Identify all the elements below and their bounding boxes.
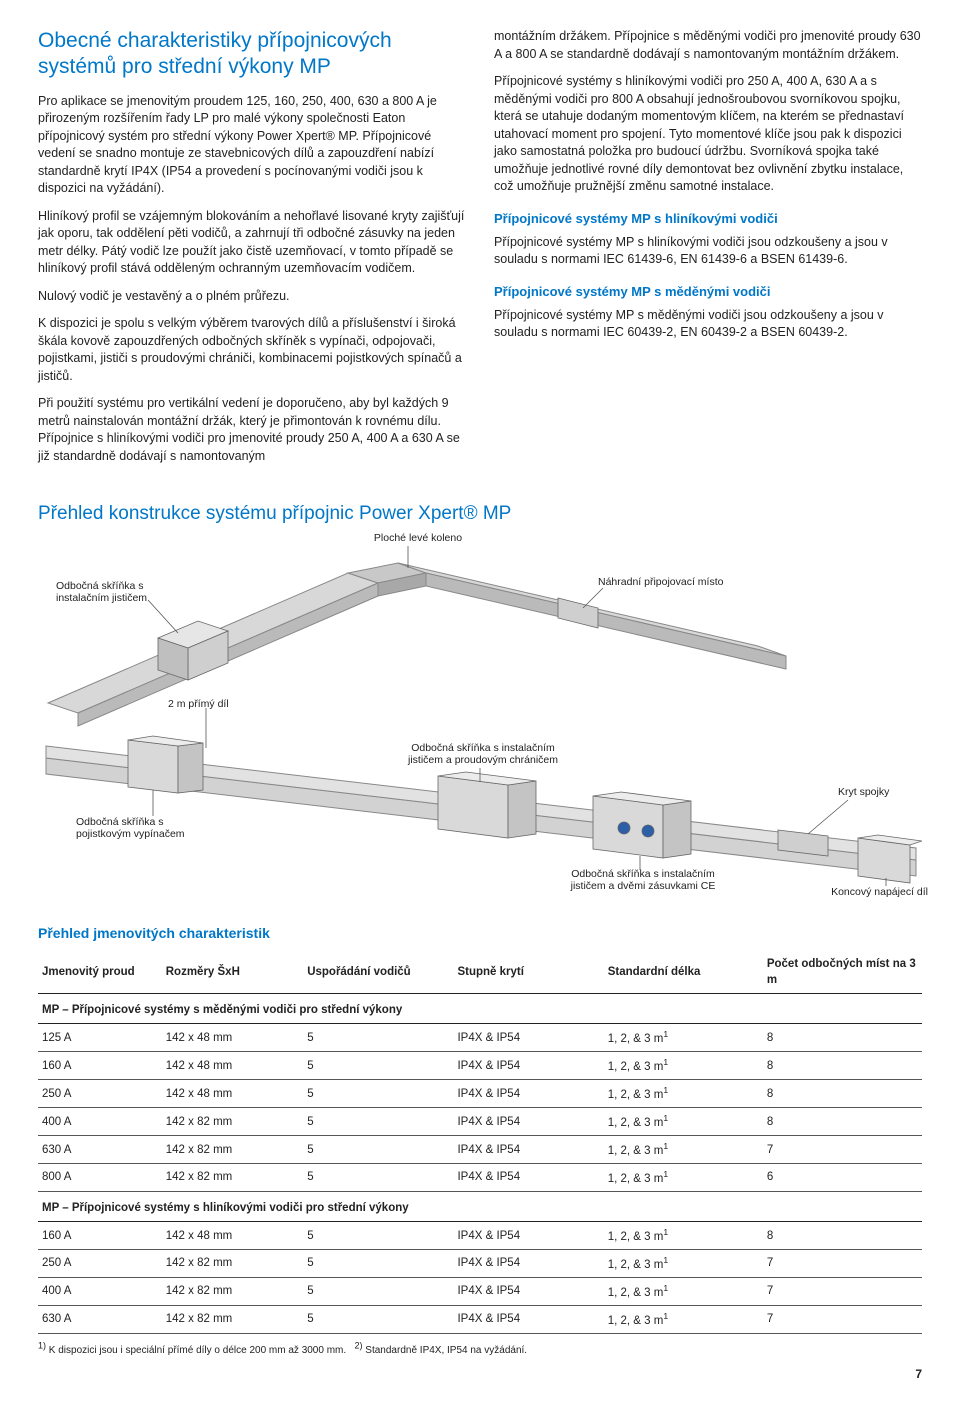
system-diagram: Ploché levé koleno Odbočná skříňka sinst… (38, 538, 922, 888)
table-row: 800 A142 x 82 mm5IP4X & IP541, 2, & 3 m1… (38, 1164, 922, 1192)
left-body: Pro aplikace se jmenovitým proudem 125, … (38, 93, 466, 466)
left-column: Obecné charakteristiky přípojnicových sy… (38, 28, 466, 475)
table-row: 630 A142 x 82 mm5IP4X & IP541, 2, & 3 m1… (38, 1136, 922, 1164)
table-title: Přehled jmenovitých charakteristik (38, 924, 922, 944)
page-number: 7 (38, 1366, 922, 1383)
right-column: montážním držákem. Přípojnice s měděnými… (494, 28, 922, 475)
table-row: 400 A142 x 82 mm5IP4X & IP541, 2, & 3 m1… (38, 1277, 922, 1305)
table-row: 160 A142 x 48 mm5IP4X & IP541, 2, & 3 m1… (38, 1052, 922, 1080)
ratings-table-section: Přehled jmenovitých charakteristik Jmeno… (38, 924, 922, 1359)
sub-heading-cu: Přípojnicové systémy MP s měděnými vodič… (494, 283, 922, 301)
ratings-table: Jmenovitý proud Rozměry ŠxH Uspořádání v… (38, 951, 922, 1334)
table-group-header: MP – Přípojnicové systémy s měděnými vod… (38, 994, 922, 1024)
label-breaker-box: Odbočná skříňka sinstalačním jističem (56, 580, 171, 605)
label-2m-straight: 2 m přímý díl (168, 698, 248, 711)
label-rcd-box: Odbočná skříňka s instalačnímjističem a … (393, 742, 573, 767)
right-body: montážním držákem. Přípojnice s měděnými… (494, 28, 922, 342)
right-p3: Přípojnicové systémy MP s hliníkovými vo… (494, 234, 922, 269)
table-header-row: Jmenovitý proud Rozměry ŠxH Uspořádání v… (38, 951, 922, 994)
right-p4: Přípojnicové systémy MP s měděnými vodič… (494, 307, 922, 342)
top-two-column: Obecné charakteristiky přípojnicových sy… (38, 28, 922, 475)
col-tapoffs: Počet odbočných míst na 3 m (763, 951, 922, 994)
left-p2: Hliníkový profil se vzájemným blokováním… (38, 208, 466, 278)
col-conductors: Uspořádání vodičů (303, 951, 453, 994)
label-joint-cover: Kryt spojky (838, 786, 918, 799)
label-ce-box: Odbočná skříňka s instalačnímjističem a … (543, 868, 743, 893)
footnote-1: 1) K dispozici jsou i speciální přímé dí… (38, 1345, 346, 1356)
table-row: 250 A142 x 82 mm5IP4X & IP541, 2, & 3 m1… (38, 1250, 922, 1278)
sub-heading-al: Přípojnicové systémy MP s hliníkovými vo… (494, 210, 922, 228)
right-p2: Přípojnicové systémy s hliníkovými vodič… (494, 73, 922, 196)
label-spare-tap: Náhradní připojovací místo (598, 576, 758, 589)
diagram-title: Přehled konstrukce systému přípojnic Pow… (38, 501, 922, 528)
label-end-feed: Koncový napájecí díl (808, 886, 928, 899)
table-row: 400 A142 x 82 mm5IP4X & IP541, 2, & 3 m1… (38, 1108, 922, 1136)
col-current: Jmenovitý proud (38, 951, 162, 994)
label-flat-elbow: Ploché levé koleno (358, 532, 478, 545)
table-group-header: MP – Přípojnicové systémy s hliníkovými … (38, 1192, 922, 1222)
table-row: 125 A142 x 48 mm5IP4X & IP541, 2, & 3 m1… (38, 1024, 922, 1052)
col-length: Standardní délka (604, 951, 763, 994)
col-ip: Stupně krytí (453, 951, 603, 994)
page-title: Obecné charakteristiky přípojnicových sy… (38, 28, 466, 81)
left-p4: K dispozici je spolu s velkým výběrem tv… (38, 315, 466, 385)
left-p5: Při použití systému pro vertikální veden… (38, 395, 466, 465)
table-row: 250 A142 x 48 mm5IP4X & IP541, 2, & 3 m1… (38, 1080, 922, 1108)
col-dims: Rozměry ŠxH (162, 951, 303, 994)
left-p1: Pro aplikace se jmenovitým proudem 125, … (38, 93, 466, 198)
right-p1: montážním držákem. Přípojnice s měděnými… (494, 28, 922, 63)
left-p3: Nulový vodič je vestavěný a o plném průř… (38, 288, 466, 306)
table-row: 630 A142 x 82 mm5IP4X & IP541, 2, & 3 m1… (38, 1305, 922, 1333)
label-fuse-box: Odbočná skříňka spojistkovým vypínačem (76, 816, 206, 841)
table-footnote: 1) K dispozici jsou i speciální přímé dí… (38, 1340, 922, 1358)
footnote-2: 2) Standardně IP4X, IP54 na vyžádání. (355, 1345, 528, 1356)
table-row: 160 A142 x 48 mm5IP4X & IP541, 2, & 3 m1… (38, 1222, 922, 1250)
